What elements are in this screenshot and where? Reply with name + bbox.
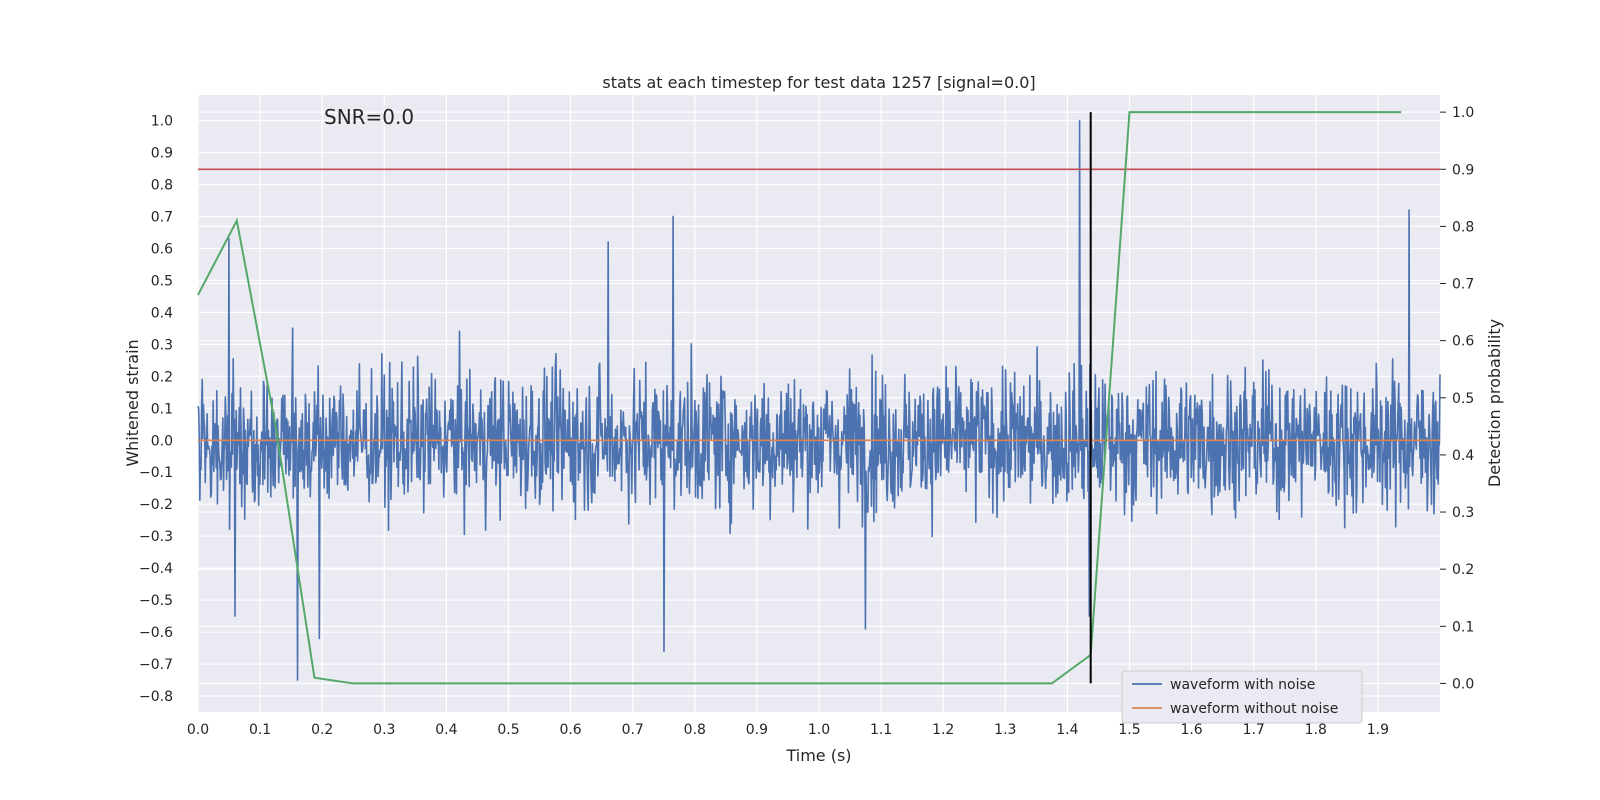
x-axis-title: Time (s) bbox=[785, 746, 851, 765]
legend-box bbox=[1121, 670, 1363, 724]
y-tick-label: −0.8 bbox=[139, 689, 173, 705]
y2-tick-label: 1.0 bbox=[1452, 105, 1474, 121]
y-tick-label: 0.2 bbox=[151, 369, 173, 385]
y-tick-label: 1.0 bbox=[151, 114, 173, 130]
x-tick-label: 1.1 bbox=[870, 722, 892, 738]
y-tick-label: 0.0 bbox=[151, 433, 173, 449]
y2-axis-title: Detection probability bbox=[1485, 319, 1504, 487]
y2-tick-label: 0.0 bbox=[1452, 676, 1474, 692]
y-tick-label: −0.1 bbox=[139, 465, 173, 481]
y-tick-label: 0.1 bbox=[151, 401, 173, 417]
y2-tick-label: 0.3 bbox=[1452, 505, 1474, 521]
y2-tick-label: 0.9 bbox=[1452, 162, 1474, 178]
snr-annotation: SNR=0.0 bbox=[324, 105, 414, 129]
x-tick-label: 0.6 bbox=[559, 722, 581, 738]
y-tick-label: −0.2 bbox=[139, 497, 173, 513]
y2-tick-label: 0.8 bbox=[1452, 219, 1474, 235]
y-tick-label: 0.6 bbox=[151, 241, 173, 257]
x-tick-label: 0.9 bbox=[746, 722, 768, 738]
x-tick-label: 0.2 bbox=[311, 722, 333, 738]
x-tick-label: 1.7 bbox=[1243, 722, 1265, 738]
x-tick-label: 1.2 bbox=[932, 722, 954, 738]
x-tick-label: 1.3 bbox=[994, 722, 1016, 738]
y2-tick-labels: 0.0 0.1 0.2 0.3 0.4 0.5 0.6 0.7 0.8 0.9 1.0 bbox=[1440, 105, 1474, 692]
x-tick-label: 1.5 bbox=[1118, 722, 1140, 738]
y2-tick-label: 0.1 bbox=[1452, 619, 1474, 635]
x-tick-label: 0.3 bbox=[373, 722, 395, 738]
y2-tick-label: 0.5 bbox=[1452, 391, 1474, 407]
y-tick-label: −0.5 bbox=[139, 593, 173, 609]
y-tick-label: 0.4 bbox=[151, 305, 173, 321]
x-tick-label: 0.1 bbox=[249, 722, 271, 738]
x-tick-label: 1.6 bbox=[1180, 722, 1202, 738]
x-tick-label: 1.4 bbox=[1056, 722, 1078, 738]
series-detection-probability bbox=[197, 111, 1402, 685]
y-axis-title: Whitened strain bbox=[123, 339, 142, 466]
y-tick-label: −0.7 bbox=[139, 657, 173, 673]
y2-tick-label: 0.7 bbox=[1452, 277, 1474, 293]
x-tick-label: 0.4 bbox=[435, 722, 457, 738]
y-tick-label: −0.6 bbox=[139, 625, 173, 641]
legend: waveform with noise waveform without noi… bbox=[1121, 670, 1363, 724]
x-tick-label: 0.7 bbox=[622, 722, 644, 738]
x-tick-label: 1.8 bbox=[1305, 722, 1327, 738]
y-tick-labels: −0.8 −0.7 −0.6 −0.5 −0.4 −0.3 −0.2 −0.1 0.0 0.1 0.… bbox=[139, 114, 173, 705]
y-tick-label: 0.9 bbox=[151, 146, 173, 162]
x-tick-label: 1.0 bbox=[808, 722, 830, 738]
lines-layer bbox=[197, 111, 1440, 685]
y2-tick-label: 0.2 bbox=[1452, 562, 1474, 578]
y2-tick-label: 0.6 bbox=[1452, 334, 1474, 350]
x-tick-label: 0.0 bbox=[187, 722, 209, 738]
legend-label-waveform-with-noise: waveform with noise bbox=[1170, 677, 1315, 693]
x-tick-label: 0.8 bbox=[684, 722, 706, 738]
legend-label-waveform-without-noise: waveform without noise bbox=[1170, 701, 1338, 717]
y2-tick-label: 0.4 bbox=[1452, 448, 1474, 464]
y-tick-label: 0.7 bbox=[151, 209, 173, 225]
x-tick-labels: 0.0 0.1 0.2 0.3 0.4 0.5 0.6 0.7 0.8 0.9 1.0 1.1 1.2 1… bbox=[187, 722, 1389, 738]
y-tick-label: −0.3 bbox=[139, 529, 173, 545]
x-tick-label: 1.9 bbox=[1367, 722, 1389, 738]
y-tick-label: 0.8 bbox=[151, 178, 173, 194]
chart-title: stats at each timestep for test data 125… bbox=[602, 73, 1035, 92]
y-tick-label: 0.5 bbox=[151, 273, 173, 289]
y-tick-label: −0.4 bbox=[139, 561, 173, 577]
y-tick-label: 0.3 bbox=[151, 337, 173, 353]
x-tick-label: 0.5 bbox=[497, 722, 519, 738]
